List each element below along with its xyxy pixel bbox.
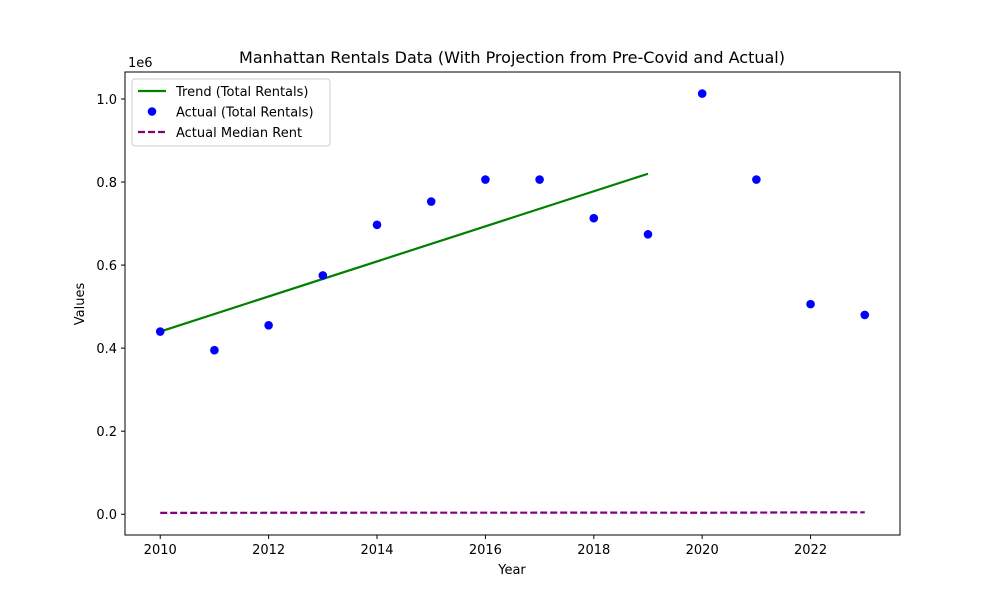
x-tick-label: 2014 (360, 543, 393, 558)
data-point-2016 (481, 175, 490, 184)
x-tick-label: 2016 (469, 543, 502, 558)
x-axis: 2010 2012 2014 2016 2018 2020 2022 (144, 535, 827, 558)
data-point-2012 (264, 321, 273, 330)
data-point-2019 (643, 230, 653, 239)
data-point-2010 (155, 327, 165, 336)
y-axis-label: Values (73, 283, 88, 326)
data-point-2020 (697, 89, 707, 98)
data-point-2022 (806, 299, 815, 309)
y-offset-label: 1e6 (128, 56, 153, 71)
x-axis-label: Year (497, 563, 526, 578)
y-tick-label: 0.0 (96, 508, 117, 523)
data-point-2021 (752, 175, 761, 184)
series-line-actual-median-rent (160, 511, 865, 514)
data-point-2017 (535, 175, 544, 184)
data-point-2018 (589, 213, 599, 223)
data-point-2023 (860, 310, 870, 320)
y-axis: 0.0 0.2 0.4 0.6 0.8 1.0 (96, 93, 125, 523)
series-line-trend-total-rentals (159, 172, 649, 333)
legend-label: Trend (Total Rentals) (175, 85, 308, 100)
x-tick-label: 2022 (794, 543, 827, 558)
y-tick-label: 0.8 (96, 176, 117, 191)
legend-marker (147, 107, 157, 116)
x-tick-label: 2020 (686, 543, 719, 558)
plot-area (155, 89, 870, 514)
legend-box (131, 78, 331, 147)
x-tick-label: 2010 (144, 543, 177, 558)
y-tick-label: 0.2 (96, 425, 117, 440)
data-point-2013 (318, 271, 328, 280)
chart-title: Manhattan Rentals Data (With Projection … (239, 48, 785, 67)
x-tick-label: 2018 (577, 543, 610, 558)
x-tick-label: 2012 (252, 543, 285, 558)
data-point-2014 (372, 220, 382, 230)
y-tick-label: 1.0 (96, 93, 117, 108)
axes-frame (124, 71, 901, 536)
legend-label: Actual (Total Rentals) (176, 106, 314, 121)
legend-label: Actual Median Rent (176, 126, 302, 141)
legend: Trend (Total Rentals) Actual (Total Renta… (131, 78, 331, 147)
y-tick-label: 0.4 (96, 342, 117, 357)
y-tick-label: 0.6 (96, 259, 117, 274)
data-point-2011 (210, 345, 219, 355)
data-point-2015 (426, 197, 436, 206)
